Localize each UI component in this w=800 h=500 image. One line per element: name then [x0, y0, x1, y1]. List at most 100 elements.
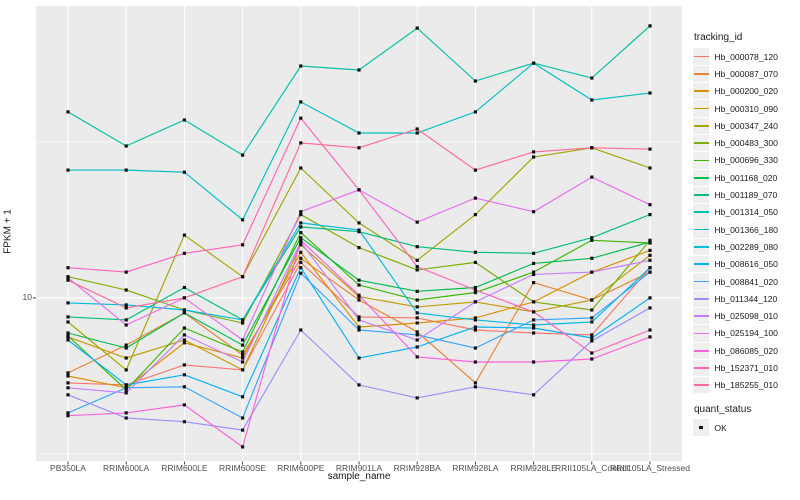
point-marker: [299, 238, 303, 242]
series-points-Hb_008616_050: [66, 266, 652, 399]
point-marker: [66, 414, 70, 418]
point-marker: [66, 278, 70, 282]
point-marker: [357, 228, 361, 232]
x-tick-label-RRIM928BA: RRIM928BA: [393, 463, 441, 473]
point-marker: [66, 315, 70, 319]
point-marker: [299, 256, 303, 260]
point-marker: [124, 303, 128, 307]
point-marker: [241, 428, 245, 432]
point-marker: [124, 368, 128, 372]
x-tick-label-RRIM901LA: RRIM901LA: [335, 463, 383, 473]
legend-item-label: Hb_000310_090: [714, 103, 778, 114]
legend-item-label: Hb_001314_050: [714, 207, 778, 218]
legend-line-swatch: [693, 228, 709, 231]
point-marker: [415, 245, 419, 249]
point-marker: [66, 276, 70, 280]
point-marker: [182, 311, 186, 315]
legend-key-Hb_025194_100: [693, 325, 710, 342]
legend-item-label: Hb_001189_070: [714, 190, 778, 201]
point-marker: [182, 285, 186, 290]
point-marker: [590, 98, 594, 102]
point-marker: [357, 298, 361, 302]
point-marker: [648, 258, 652, 262]
point-marker: [66, 266, 70, 270]
point-marker: [66, 320, 70, 324]
point-marker: [299, 213, 303, 217]
legend-item-label: Hb_001366_180: [714, 224, 778, 235]
point-marker: [182, 326, 186, 330]
point-marker: [532, 393, 536, 397]
legend-item-Hb_008841_020: Hb_008841_020: [693, 273, 778, 290]
point-marker: [357, 246, 361, 250]
point-marker: [473, 385, 477, 389]
legend-key-Hb_008616_050: [693, 256, 710, 273]
point-marker: [590, 320, 594, 324]
point-marker: [124, 416, 128, 420]
point-marker: [415, 131, 419, 135]
legend-line-swatch: [693, 384, 709, 387]
point-marker: [66, 110, 70, 114]
point-marker: [66, 381, 70, 385]
legend-item-Hb_025098_010: Hb_025098_010: [693, 307, 778, 325]
black-square-point-icon: [699, 425, 703, 430]
point-marker: [590, 316, 594, 320]
legend-key-Hb_000200_020: [693, 83, 710, 100]
legend-item-label: Hb_000696_330: [714, 155, 778, 166]
point-marker: [124, 168, 128, 172]
legend-item-Hb_025194_100: Hb_025194_100: [693, 325, 778, 342]
x-tick-label-RRIM600PE: RRIM600PE: [277, 463, 325, 473]
legend-key-Hb_001366_180: [693, 221, 710, 238]
point-marker: [532, 61, 536, 65]
point-marker: [357, 146, 361, 150]
point-marker: [590, 76, 594, 80]
legend-tracking-id-items: Hb_000078_120 Hb_000087_070 Hb_000200_020 H…: [693, 48, 778, 394]
point-marker: [357, 328, 361, 332]
point-marker: [590, 357, 594, 361]
legend-item-Hb_185255_010: Hb_185255_010: [693, 377, 778, 394]
point-marker: [648, 213, 652, 217]
legend-item-Hb_001314_050: Hb_001314_050: [693, 204, 778, 221]
point-marker: [415, 333, 419, 337]
point-marker: [532, 251, 536, 255]
x-axis-title: sample_name: [327, 471, 391, 482]
legend-line-swatch: [693, 211, 709, 214]
point-marker: [532, 318, 536, 322]
point-marker: [124, 388, 128, 392]
point-marker: [532, 310, 536, 314]
series-points-Hb_011344_120: [66, 306, 652, 432]
series-points-Hb_185255_010: [66, 127, 652, 310]
point-marker: [473, 168, 477, 172]
point-marker: [648, 270, 652, 274]
point-marker: [182, 308, 186, 312]
legend-item-Hb_000200_020: Hb_000200_020: [693, 83, 778, 100]
point-marker: [182, 170, 186, 174]
point-marker: [473, 79, 477, 83]
y-axis-title: FPKM + 1: [2, 209, 14, 254]
legend-item-Hb_152371_010: Hb_152371_010: [693, 359, 778, 377]
legend-item-Hb_011344_120: Hb_011344_120: [693, 290, 778, 307]
point-marker: [648, 91, 652, 95]
point-marker: [532, 210, 536, 214]
point-marker: [124, 270, 128, 274]
point-marker: [124, 411, 128, 415]
legend-item-label: Hb_025194_100: [714, 328, 778, 339]
point-marker: [648, 253, 652, 257]
legend-item-label: Hb_152371_010: [714, 362, 778, 373]
point-marker: [590, 298, 594, 302]
point-marker: [299, 240, 303, 244]
legend-item-ok: OK: [693, 419, 727, 436]
x-tick-label-RRIM600SE: RRIM600SE: [218, 463, 267, 473]
point-marker: [415, 220, 419, 224]
legend-item-label: Hb_025098_010: [714, 311, 778, 322]
point-marker: [357, 221, 361, 225]
point-marker: [182, 333, 186, 337]
legend-line-swatch: [693, 280, 709, 283]
point-marker: [590, 308, 594, 312]
legend-item-label: Hb_008841_020: [714, 276, 778, 287]
point-marker: [241, 353, 245, 357]
point-marker: [299, 328, 303, 332]
point-marker: [415, 268, 419, 272]
point-marker: [299, 236, 303, 240]
legend-item-label: OK: [714, 422, 727, 433]
